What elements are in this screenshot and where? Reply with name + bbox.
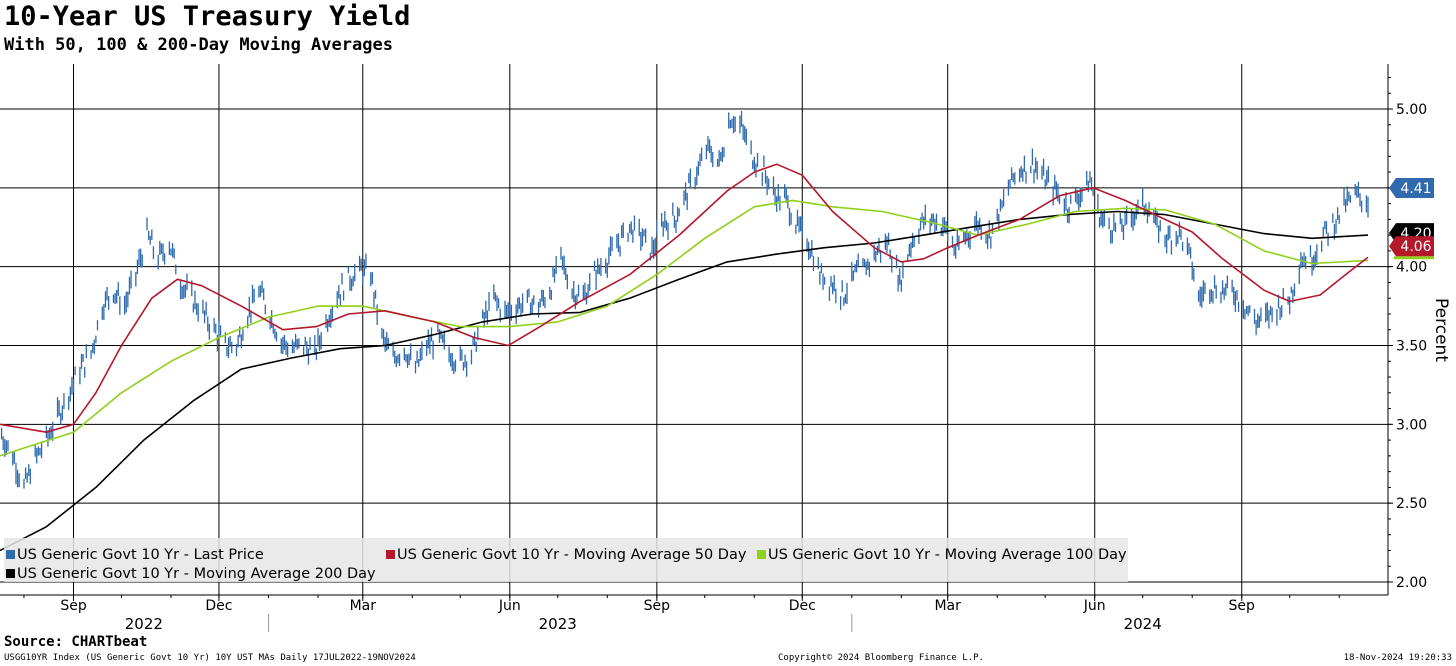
legend-label-ma50: US Generic Govt 10 Yr - Moving Average 5… xyxy=(397,547,747,563)
footer-index-info: USGG10YR Index (US Generic Govt 10 Yr) 1… xyxy=(4,653,416,663)
x-tick-label: Mar xyxy=(934,598,961,614)
y-tick-label: 2.00 xyxy=(1396,575,1427,591)
legend-swatch-ma100 xyxy=(757,550,766,559)
legend-label-ma100: US Generic Govt 10 Yr - Moving Average 1… xyxy=(768,547,1127,563)
legend-label-ma200: US Generic Govt 10 Yr - Moving Average 2… xyxy=(17,566,376,582)
x-tick-label: Jun xyxy=(1083,598,1106,614)
y-tick-label: 3.50 xyxy=(1396,339,1427,355)
last-value-tag-price-bg xyxy=(1389,178,1434,199)
y-tick-label: 2.50 xyxy=(1396,496,1427,512)
series-price xyxy=(0,110,1369,489)
y-tick-label: 5.00 xyxy=(1396,102,1427,118)
last-value-tag-ma100-stripe xyxy=(1394,256,1434,260)
legend-item-ma50: US Generic Govt 10 Yr - Moving Average 5… xyxy=(386,547,746,563)
legend-item-price: US Generic Govt 10 Yr - Last Price xyxy=(6,547,264,563)
last-value-tag-price-text: 4.41 xyxy=(1400,181,1431,197)
legend-swatch-ma50 xyxy=(386,550,395,559)
last-value-tag-ma50-bg xyxy=(1389,236,1434,257)
legend-item-ma200: US Generic Govt 10 Yr - Moving Average 2… xyxy=(6,566,376,582)
year-label: 2022 xyxy=(125,615,163,633)
legend: US Generic Govt 10 Yr - Last Price US Ge… xyxy=(4,538,1128,582)
x-tick-label: Mar xyxy=(350,598,377,614)
chart-subtitle: With 50, 100 & 200-Day Moving Averages xyxy=(4,35,393,55)
last-value-tag-ma50-text: 4.06 xyxy=(1400,239,1431,255)
legend-swatch-price xyxy=(6,550,15,559)
gridlines: 2.002.503.003.504.004.505.00SepDecMarJun… xyxy=(0,64,1427,633)
last-value-tag-ma50: 4.06 xyxy=(1389,236,1434,257)
series-line-ma50 xyxy=(0,163,1369,434)
legend-item-ma100: US Generic Govt 10 Yr - Moving Average 1… xyxy=(757,547,1127,563)
x-tick-label: Dec xyxy=(789,598,816,614)
series-line-ma100 xyxy=(0,199,1369,457)
series-line-ma200 xyxy=(0,210,1369,552)
footer-copyright: Copyright© 2024 Bloomberg Finance L.P. xyxy=(778,653,984,663)
y-tick-label: 3.00 xyxy=(1396,417,1427,433)
x-tick-label: Sep xyxy=(644,598,671,614)
footer-timestamp: 18-Nov-2024 19:20:33 xyxy=(1343,653,1452,663)
year-label: 2023 xyxy=(539,615,577,633)
last-value-tag-price: 4.41 xyxy=(1389,178,1434,199)
y-tick-label: 4.00 xyxy=(1396,260,1427,276)
x-tick-label: Jun xyxy=(498,598,521,614)
y-axis-title: Percent xyxy=(1431,298,1451,362)
x-tick-label: Sep xyxy=(1229,598,1256,614)
chart-title: 10-Year US Treasury Yield xyxy=(4,1,411,32)
legend-swatch-ma200 xyxy=(6,569,15,578)
legend-label-price: US Generic Govt 10 Yr - Last Price xyxy=(17,547,264,563)
x-tick-label: Sep xyxy=(60,598,87,614)
year-label: 2024 xyxy=(1124,615,1162,633)
x-tick-label: Dec xyxy=(205,598,232,614)
source-note: Source: CHARTbeat xyxy=(4,634,148,650)
